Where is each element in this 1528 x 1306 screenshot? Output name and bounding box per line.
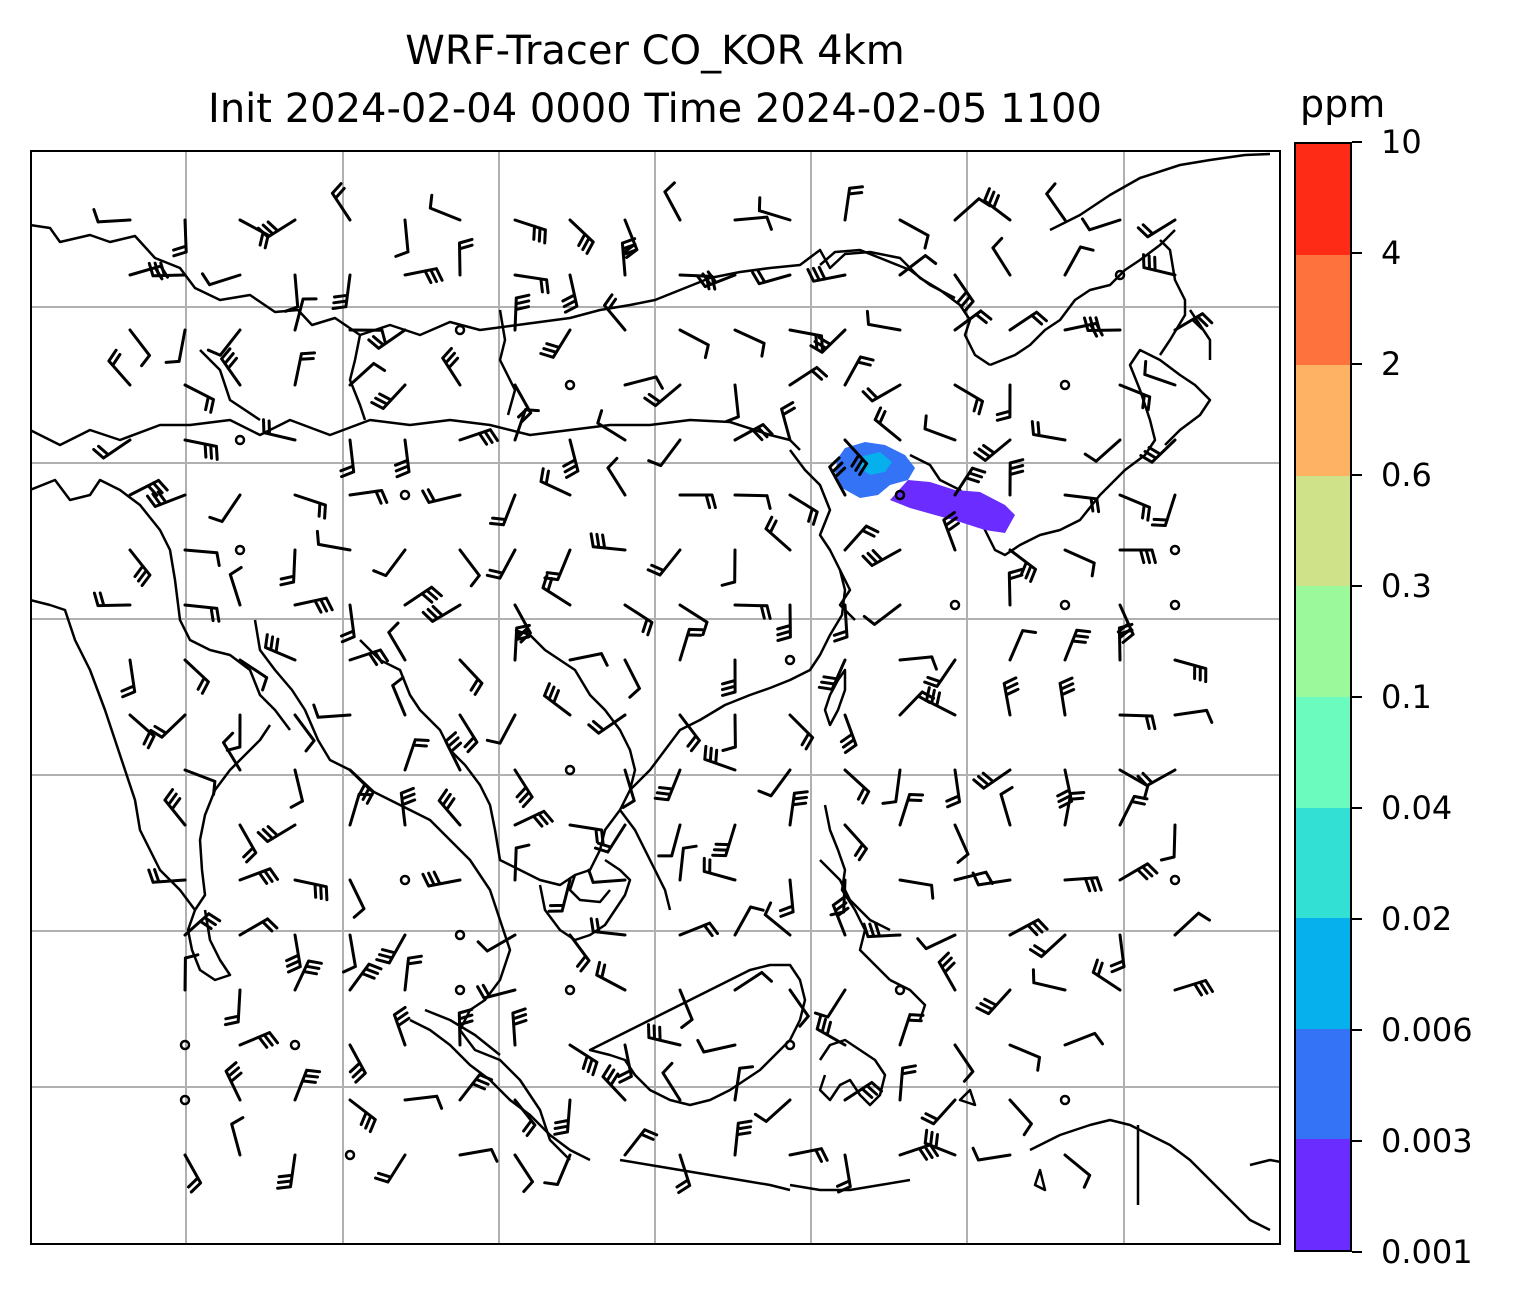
colorbar-label: 4 (1381, 234, 1402, 272)
colorbar-bin (1296, 365, 1350, 476)
colorbar-bin (1296, 254, 1350, 366)
colorbar-label: 0.02 (1381, 900, 1453, 938)
colorbar-tick (1352, 474, 1362, 476)
coastlines (30, 152, 1281, 1232)
colorbar-tick (1352, 1251, 1362, 1253)
colorbar-bin (1296, 918, 1350, 1029)
colorbar-tick (1352, 807, 1362, 809)
map-panel (30, 150, 1281, 1245)
colorbar-bin (1296, 807, 1350, 919)
colorbar-tick (1352, 918, 1362, 920)
colorbar-unit: ppm (1300, 82, 1386, 126)
colorbar-label: 0.3 (1381, 567, 1432, 605)
colorbar (1294, 142, 1352, 1252)
wind-barbs (92, 181, 1214, 1194)
colorbar-label: 0.001 (1381, 1233, 1473, 1271)
colorbar-bin (1296, 586, 1350, 698)
colorbar-label: 0.6 (1381, 456, 1432, 494)
map-title: WRF-Tracer CO_KOR 4km (405, 28, 905, 74)
colorbar-tick (1352, 1029, 1362, 1031)
colorbar-bin (1296, 144, 1350, 255)
colorbar-tick (1352, 585, 1362, 587)
colorbar-tick (1352, 696, 1362, 698)
colorbar-bin (1296, 1139, 1350, 1250)
gridlines (30, 150, 1281, 1245)
colorbar-label: 2 (1381, 345, 1402, 383)
colorbar-bin (1296, 697, 1350, 808)
colorbar-bin (1296, 1028, 1350, 1140)
colorbar-label: 0.1 (1381, 678, 1432, 716)
colorbar-tick (1352, 1140, 1362, 1142)
colorbar-label: 0.04 (1381, 789, 1453, 827)
colorbar-tick (1352, 141, 1362, 143)
colorbar-tick (1352, 363, 1362, 365)
tracer-plume (835, 442, 1015, 533)
map-subtitle: Init 2024-02-04 0000 Time 2024-02-05 110… (208, 86, 1102, 132)
colorbar-label: 10 (1381, 123, 1422, 161)
colorbar-label: 0.003 (1381, 1122, 1473, 1160)
colorbar-tick (1352, 252, 1362, 254)
colorbar-bin (1296, 475, 1350, 587)
colorbar-label: 0.006 (1381, 1011, 1473, 1049)
